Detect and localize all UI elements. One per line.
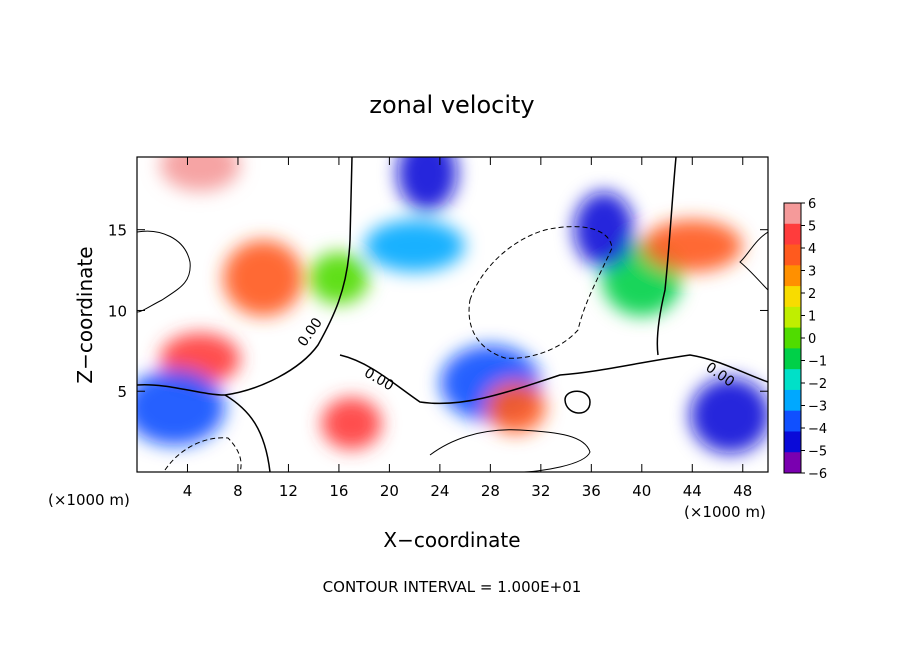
colorbar-swatch	[784, 244, 801, 266]
velocity-field	[137, 157, 768, 454]
plot-background	[137, 157, 768, 472]
colorbar-tick-label: 3	[808, 265, 816, 280]
contour-interval-note: CONTOUR INTERVAL = 1.000E+01	[323, 578, 582, 596]
colorbar-swatch	[784, 348, 801, 370]
colorbar-tick-label: −1	[808, 355, 827, 370]
colorbar-tick-label: 1	[808, 310, 816, 325]
dashed-contour-lower	[164, 437, 242, 472]
colorbar-swatch	[784, 265, 801, 287]
x-tick-label: 28	[481, 482, 500, 500]
x-tick-label: 32	[531, 482, 550, 500]
colorbar-swatch	[784, 306, 801, 329]
field-top-left-positive	[160, 157, 241, 192]
colorbar-tick-label: −6	[808, 467, 827, 482]
colorbar-tick-label: 6	[808, 197, 816, 212]
x-tick-label: 4	[183, 482, 193, 500]
plot-frame	[136, 156, 769, 473]
field-right-column-east	[642, 219, 743, 272]
zero-contour-loop	[564, 390, 591, 414]
y-axis-label: Z−coordinate	[73, 246, 97, 383]
colorbar-tick-label: 2	[808, 287, 816, 302]
colorbar-swatch	[784, 431, 801, 453]
x-unit-right: (×1000 m)	[684, 503, 766, 521]
x-tick-label: 24	[430, 482, 449, 500]
colorbar-swatch	[784, 286, 801, 308]
field-jet-center	[308, 252, 369, 305]
field-lower-left-negative	[137, 369, 225, 446]
colorbar-tick-label: −4	[808, 422, 827, 437]
x-axis-label: X−coordinate	[383, 528, 520, 552]
y-tick-label: 10	[108, 302, 127, 320]
thin-contour-lower	[429, 429, 591, 472]
colorbar-tick-label: 5	[808, 220, 816, 235]
chart-title: zonal velocity	[369, 91, 534, 119]
x-tick-label: 16	[329, 482, 348, 500]
colorbar-tick-label: −2	[808, 377, 827, 392]
x-tick-label: 36	[582, 482, 601, 500]
colorbar-swatch	[784, 389, 801, 412]
x-tick-label: 40	[632, 482, 651, 500]
colorbar-tick-label: −5	[808, 445, 827, 460]
field-lower-mid-positive	[321, 397, 382, 450]
colorbar: 6 5 4 3 2 1 0 −1 −2 −3 −4 −5 −6	[783, 197, 827, 482]
x-tick-label: 48	[733, 482, 752, 500]
contours	[137, 157, 768, 472]
field-right-lower-negative	[690, 377, 768, 454]
colorbar-swatch	[784, 203, 801, 225]
y-axis: 5 10 15	[108, 222, 768, 401]
thin-contour-right	[739, 231, 768, 291]
field-jet-left-flank	[223, 240, 304, 317]
colorbar-swatch	[784, 452, 801, 474]
colorbar-tick-label: 4	[808, 242, 816, 257]
x-tick-label: 12	[279, 482, 298, 500]
zero-contour-band	[339, 354, 768, 405]
field-jet-right-flank	[364, 219, 465, 272]
colorbar-swatch	[784, 223, 801, 246]
colorbar-swatch	[784, 410, 801, 432]
field-right-column-west	[573, 191, 634, 268]
thin-contour-left	[137, 230, 191, 313]
zero-contour-right-column	[656, 157, 677, 356]
x-axis: 4 8 12 16 20 24 28 32 36 40 44 48	[183, 157, 752, 500]
colorbar-tick-label: −3	[808, 400, 827, 415]
zero-contour-jet-left	[137, 157, 353, 396]
colorbar-swatch	[784, 327, 801, 349]
plot-area: 0.000.00 0.00	[137, 157, 768, 472]
x-tick-label: 44	[683, 482, 702, 500]
colorbar-tick-label: 0	[808, 332, 816, 347]
field-negative-upper	[397, 157, 458, 212]
x-tick-label: 20	[380, 482, 399, 500]
x-tick-label: 8	[233, 482, 243, 500]
y-tick-label: 15	[108, 222, 127, 240]
colorbar-swatch	[784, 369, 801, 391]
x-unit-left: (×1000 m)	[48, 491, 130, 509]
zero-contour-lower	[224, 394, 271, 472]
y-tick-label: 5	[117, 383, 127, 401]
